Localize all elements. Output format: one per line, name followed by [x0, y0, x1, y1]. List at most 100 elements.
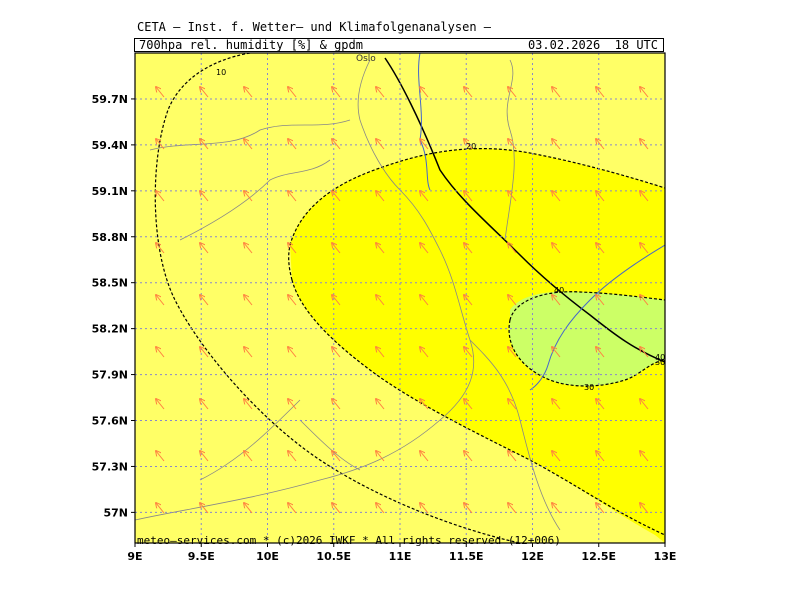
- lat-tick-label: 59.4N: [92, 139, 128, 152]
- wind-arrow: [552, 347, 561, 358]
- wind-arrow: [200, 243, 209, 254]
- wind-arrow: [552, 87, 561, 98]
- lon-tick-label: 12.5E: [581, 550, 616, 563]
- contour-label-30: 30: [584, 383, 594, 392]
- wind-arrow: [464, 139, 473, 150]
- wind-arrow: [156, 243, 165, 254]
- terrain-line: [199, 399, 301, 481]
- lon-tick-label: 11E: [389, 550, 412, 563]
- wind-arrow: [640, 347, 649, 358]
- wind-arrow: [640, 191, 649, 202]
- city-label-oslo: Oslo: [356, 54, 376, 64]
- wind-arrow: [420, 191, 429, 202]
- wind-arrow: [508, 243, 517, 254]
- wind-arrow: [200, 451, 209, 462]
- wind-arrow: [332, 451, 341, 462]
- wind-arrow: [420, 503, 429, 514]
- wind-arrow: [376, 243, 385, 254]
- lon-tick-label: 12E: [521, 550, 544, 563]
- wind-arrow: [420, 139, 429, 150]
- wind-arrow: [156, 139, 165, 150]
- wind-arrow: [200, 191, 209, 202]
- wind-arrow: [596, 399, 605, 410]
- wind-arrow: [244, 347, 253, 358]
- wind-arrow: [244, 399, 253, 410]
- contour-label-30b: 30: [655, 358, 665, 367]
- wind-arrow: [596, 503, 605, 514]
- wind-arrow: [508, 191, 517, 202]
- wind-arrow: [332, 295, 341, 306]
- wind-arrow: [596, 139, 605, 150]
- wind-arrow: [288, 399, 297, 410]
- wind-arrow: [640, 139, 649, 150]
- wind-arrow: [156, 451, 165, 462]
- lat-tick-label: 59.7N: [92, 93, 128, 106]
- axis-ticks: [131, 98, 666, 547]
- lon-tick-label: 10E: [256, 550, 279, 563]
- lon-tick-label: 10.5E: [316, 550, 351, 563]
- wind-arrow: [244, 295, 253, 306]
- wind-arrow: [552, 451, 561, 462]
- humidity-30-40-area: [509, 291, 665, 386]
- wind-arrow: [288, 139, 297, 150]
- wind-arrow: [596, 295, 605, 306]
- wind-arrow: [464, 191, 473, 202]
- wind-arrow: [288, 243, 297, 254]
- wind-arrow: [376, 191, 385, 202]
- geopotential-isoline: [384, 57, 665, 363]
- contour-20: [288, 148, 665, 536]
- wind-arrow: [552, 139, 561, 150]
- wind-arrow: [376, 399, 385, 410]
- coastline-sweden: [504, 59, 515, 241]
- wind-arrow: [640, 243, 649, 254]
- lat-tick-label: 57.6N: [92, 415, 128, 428]
- wind-arrow: [376, 503, 385, 514]
- lat-tick-label: 59.1N: [92, 185, 128, 198]
- wind-arrow: [332, 347, 341, 358]
- wind-arrow: [244, 451, 253, 462]
- wind-arrow: [244, 191, 253, 202]
- wind-arrow: [508, 347, 517, 358]
- wind-arrow: [156, 191, 165, 202]
- lat-tick-label: 57.3N: [92, 460, 128, 473]
- wind-arrow: [332, 503, 341, 514]
- wind-arrow: [464, 87, 473, 98]
- wind-arrow: [156, 503, 165, 514]
- wind-arrow: [200, 139, 209, 150]
- wind-arrow: [640, 503, 649, 514]
- wind-arrow: [332, 191, 341, 202]
- wind-arrow: [640, 295, 649, 306]
- institute-title: CETA – Inst. f. Wetter– und Klimafolgena…: [137, 20, 492, 34]
- wind-arrow: [376, 87, 385, 98]
- wind-arrow: [244, 139, 253, 150]
- wind-arrow: [552, 295, 561, 306]
- wind-arrow: [508, 295, 517, 306]
- wind-arrow: [464, 451, 473, 462]
- lat-tick-label: 57N: [103, 506, 128, 519]
- wind-arrow: [464, 243, 473, 254]
- terrain-line-north: [179, 159, 331, 241]
- contour-label-10: 10: [216, 68, 226, 77]
- wind-arrow: [420, 399, 429, 410]
- wind-arrow: [156, 399, 165, 410]
- lat-tick-label: 58.2N: [92, 323, 128, 336]
- coastline: [135, 59, 474, 521]
- wind-arrow: [640, 451, 649, 462]
- wind-arrow: [156, 87, 165, 98]
- wind-arrow: [288, 295, 297, 306]
- wind-arrow: [288, 191, 297, 202]
- wind-arrow: [288, 451, 297, 462]
- wind-arrow: [200, 295, 209, 306]
- wind-arrow: [288, 347, 297, 358]
- wind-arrow: [640, 399, 649, 410]
- lon-axis-labels: 9E 9.5E 10E 10.5E 11E 11.5E 12E 12.5E 13E: [127, 550, 676, 563]
- contour-10: [154, 53, 521, 543]
- contour-label-40b: 40: [655, 353, 665, 362]
- wind-arrow: [552, 399, 561, 410]
- wind-arrow: [288, 87, 297, 98]
- wind-arrow: [376, 451, 385, 462]
- wind-arrow: [244, 87, 253, 98]
- wind-arrow: [420, 295, 429, 306]
- wind-arrow: [244, 503, 253, 514]
